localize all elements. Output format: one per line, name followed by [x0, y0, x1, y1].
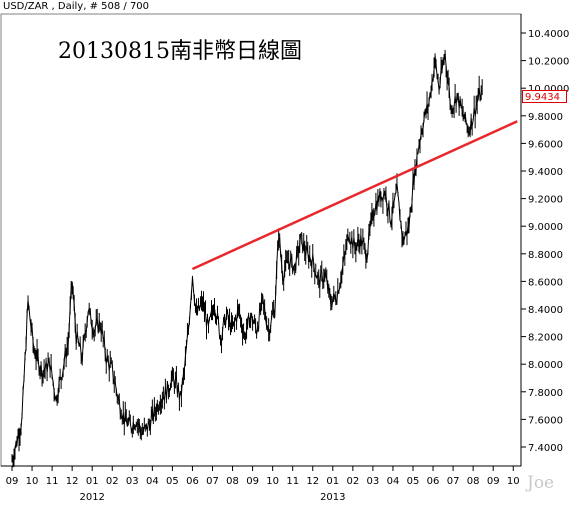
y-tick-label: 8.2000: [528, 333, 563, 344]
y-tick-label: 10.2000: [528, 57, 569, 68]
x-tick-label: 12: [66, 476, 79, 487]
y-tick-label: 8.0000: [528, 360, 563, 371]
trendline-layer: [191, 120, 518, 271]
x-year-label: 2012: [79, 492, 104, 503]
y-tick-label: 9.2000: [528, 195, 563, 206]
y-tick-label: 9.0000: [528, 222, 563, 233]
x-tick-label: 09: [487, 476, 500, 487]
y-tick-label: 10.0000: [528, 84, 569, 95]
y-tick-label: 9.8000: [528, 112, 563, 123]
x-tick-label: 11: [46, 476, 59, 487]
y-tick-label: 10.4000: [528, 29, 569, 40]
x-year-label: 2013: [320, 492, 345, 503]
y-tick-label: 8.8000: [528, 250, 563, 261]
x-tick-label: 08: [467, 476, 480, 487]
x-tick-label: 09: [246, 476, 259, 487]
x-tick-label: 02: [106, 476, 119, 487]
y-tick-label: 8.4000: [528, 305, 563, 316]
x-tick-label: 08: [226, 476, 239, 487]
y-tick-label: 9.4000: [528, 167, 563, 178]
x-tick-label: 07: [206, 476, 219, 487]
y-tick-label: 9.6000: [528, 139, 563, 150]
y-tick-label: 7.4000: [528, 443, 563, 454]
plot-frame: [0, 13, 522, 467]
x-tick-label: 10: [266, 476, 279, 487]
chart-header: USD/ZAR , Daily, # 508 / 700: [3, 1, 150, 12]
watermark: Joe: [527, 473, 555, 493]
x-tick-label: 09: [6, 476, 19, 487]
price-line: [11, 53, 483, 462]
y-tick-label: 7.8000: [528, 388, 563, 399]
y-tick-label: 8.6000: [528, 277, 563, 288]
x-tick-label: 06: [427, 476, 440, 487]
chart-title: 20130815南非幣日線圖: [58, 39, 302, 64]
x-tick-label: 12: [306, 476, 319, 487]
y-tick-label: 7.6000: [528, 415, 563, 426]
x-tick-label: 07: [447, 476, 460, 487]
x-tick-label: 05: [166, 476, 179, 487]
last-price-badge: 9.9434: [522, 90, 567, 103]
price-series: [11, 49, 483, 468]
x-tick-label: 02: [346, 476, 359, 487]
x-tick-label: 04: [146, 476, 159, 487]
x-tick-label: 03: [367, 476, 380, 487]
x-tick-label: 06: [186, 476, 199, 487]
x-tick-label: 10: [507, 476, 520, 487]
x-tick-label: 05: [407, 476, 420, 487]
x-tick-label: 11: [286, 476, 299, 487]
x-tick-label: 01: [86, 476, 99, 487]
x-axis: 09 10 11 12 01 02 03 04 05 06 07 08 09 10 11 12 01 02 03 04…: [6, 466, 520, 503]
x-tick-label: 04: [387, 476, 400, 487]
x-tick-label: 01: [326, 476, 339, 487]
y-axis: 7.4000 7.6000 7.8000 8.0000 8.2000 8.4000 8.60…: [521, 29, 569, 454]
red-trendline: [191, 120, 518, 271]
x-tick-label: 10: [26, 476, 39, 487]
x-tick-label: 03: [126, 476, 139, 487]
